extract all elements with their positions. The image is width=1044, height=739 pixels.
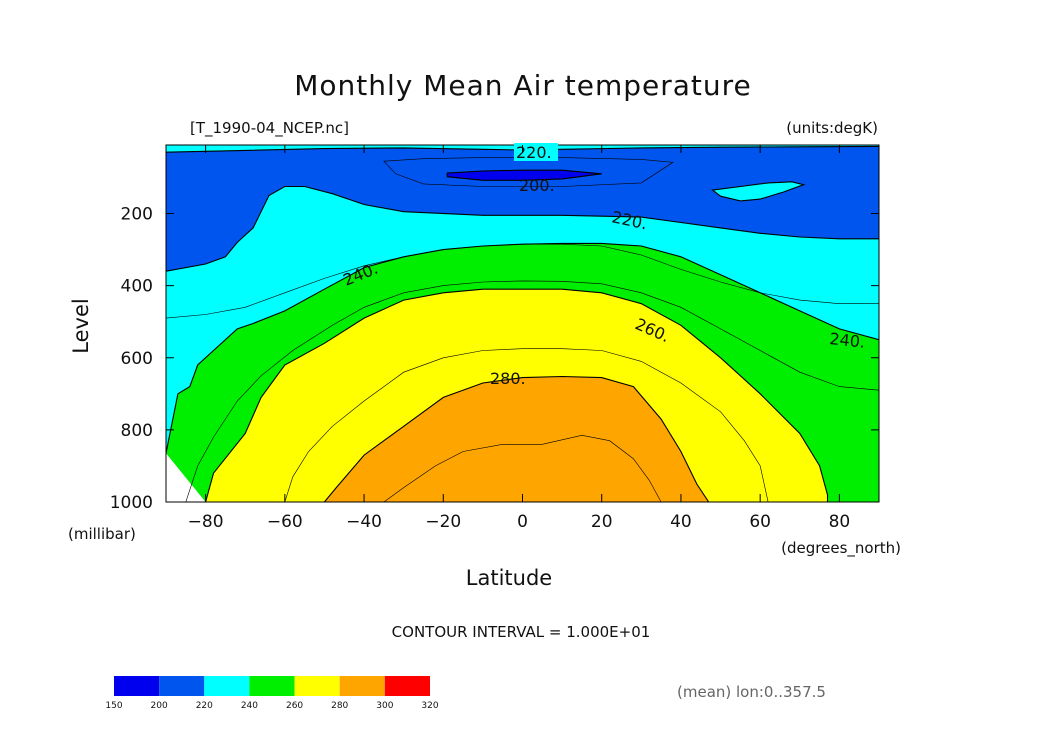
mean-note: (mean) lon:0..357.5 xyxy=(677,683,826,701)
y-axis-label: Level xyxy=(69,298,93,353)
contour-interval-note: CONTOUR INTERVAL = 1.000E+01 xyxy=(392,623,651,641)
contour-line-thin-290 xyxy=(383,434,662,502)
x-tick-label: 80 xyxy=(829,512,851,532)
contour-line-thin-270 xyxy=(284,348,769,502)
colorbar-label: 240 xyxy=(241,701,258,711)
x-tick-label: 20 xyxy=(591,512,613,532)
units-label: (units:degK) xyxy=(786,119,878,137)
contour-label-280: 280. xyxy=(490,369,526,388)
colorbar-label: 200 xyxy=(151,701,168,711)
y-tick-label: 200 xyxy=(121,205,153,225)
x-tick-label: −20 xyxy=(425,512,461,532)
colorbar-label: 300 xyxy=(376,701,393,711)
x-tick-label: 0 xyxy=(517,512,528,532)
colorbar-label: 150 xyxy=(105,701,122,711)
contour-label-200: 200. xyxy=(519,176,555,195)
band-150-200 xyxy=(447,170,602,181)
contour-line-thin-230 xyxy=(166,243,879,319)
colorbar-swatch xyxy=(339,676,385,696)
colorbar-swatch xyxy=(159,676,205,696)
band-260-280 xyxy=(205,289,828,502)
contour-lines xyxy=(166,145,879,502)
x-tick-label: −80 xyxy=(188,512,224,532)
colorbar-label: 320 xyxy=(421,701,438,711)
x-axis-label: Latitude xyxy=(466,566,552,590)
y-units-label: (millibar) xyxy=(68,525,136,543)
plot-area xyxy=(166,145,879,502)
chart-title: Monthly Mean Air temperature xyxy=(294,69,752,102)
x-tick-label: −60 xyxy=(267,512,303,532)
colorbar: 150 200 220 240 260 280 300 320 xyxy=(105,676,439,711)
x-tick-label: −40 xyxy=(346,512,382,532)
colorbar-swatch xyxy=(249,676,295,696)
band-240-260 xyxy=(166,243,879,502)
contour-line-thin-210 xyxy=(383,157,674,187)
y-tick-label: 1000 xyxy=(110,493,153,513)
x-tick-label: 60 xyxy=(749,512,771,532)
colorbar-label: 280 xyxy=(331,701,348,711)
band-220-240 xyxy=(166,186,879,454)
colorbar-swatch xyxy=(204,676,250,696)
colorbar-swatch xyxy=(114,676,160,696)
y-axis: 200 400 600 800 1000 xyxy=(110,205,879,513)
contour-line-280 xyxy=(323,375,710,502)
x-units-label: (degrees_north) xyxy=(781,539,901,558)
contour-label-bg-1 xyxy=(514,143,558,161)
contour-label-220-top: 220. xyxy=(516,143,552,162)
contour-line-island xyxy=(711,181,806,202)
band-280-300 xyxy=(324,376,709,502)
band-220-240-island xyxy=(712,181,804,201)
colorbar-swatch xyxy=(294,676,340,696)
x-tick-label: 40 xyxy=(670,512,692,532)
colorbar-label: 220 xyxy=(196,701,213,711)
contour-label-240-right: 240. xyxy=(829,329,866,352)
y-tick-label: 600 xyxy=(121,349,153,369)
file-label: [T_1990-04_NCEP.nc] xyxy=(190,119,349,138)
colorbar-label: 260 xyxy=(286,701,303,711)
x-axis: −80 −60 −40 −20 0 20 40 60 80 xyxy=(188,145,851,532)
band-200-220 xyxy=(166,146,879,272)
y-tick-label: 400 xyxy=(121,277,153,297)
y-tick-label: 800 xyxy=(121,421,153,441)
contour-line-260 xyxy=(205,288,829,502)
contour-line-200 xyxy=(446,169,602,181)
contour-line-220 xyxy=(166,185,879,272)
contour-line-thin-250 xyxy=(185,280,879,502)
colorbar-swatch xyxy=(384,676,430,696)
